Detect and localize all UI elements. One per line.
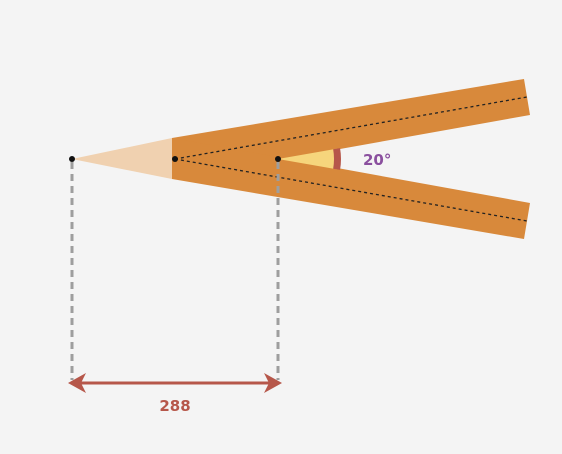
dimension-arrowhead-left: [68, 373, 86, 393]
angle-arc: [333, 148, 341, 170]
inner-vertex-point: [172, 156, 178, 162]
angle-vertex-point: [275, 156, 281, 162]
lower-arm: [172, 138, 530, 239]
far-vertex-point: [69, 156, 75, 162]
faded-arm-extension: [72, 138, 172, 179]
angle-wedge: [278, 148, 338, 170]
angle-label: 20°: [363, 151, 391, 169]
distance-label: 288: [159, 397, 190, 415]
upper-arm: [172, 79, 530, 179]
dimension-arrowhead-right: [264, 373, 282, 393]
